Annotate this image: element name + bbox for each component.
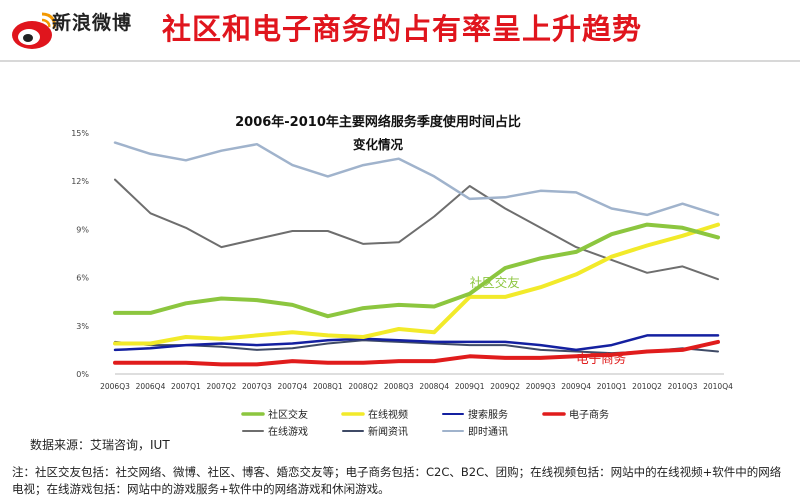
series-line bbox=[113, 222, 720, 319]
x-tick-label: 2006Q3 bbox=[100, 382, 130, 391]
x-tick-label: 2007Q1 bbox=[171, 382, 201, 391]
x-tick-label: 2008Q3 bbox=[384, 382, 414, 391]
data-source: 数据来源：艾瑞咨询，IUT bbox=[30, 438, 170, 452]
x-tick-label: 2009Q1 bbox=[455, 382, 485, 391]
header-divider bbox=[0, 60, 800, 62]
x-tick-label: 2010Q3 bbox=[668, 382, 698, 391]
y-tick-label: 6% bbox=[76, 274, 89, 283]
legend-label: 社区交友 bbox=[268, 408, 308, 421]
x-tick-label: 2008Q2 bbox=[348, 382, 378, 391]
x-tick-label: 2010Q4 bbox=[703, 382, 733, 391]
page-header: 新浪微博 社区和电子商务的占有率呈上升趋势 bbox=[0, 0, 800, 62]
y-tick-label: 12% bbox=[71, 177, 89, 186]
y-tick-label: 0% bbox=[76, 370, 89, 379]
x-tick-label: 2007Q3 bbox=[242, 382, 272, 391]
x-tick-label: 2006Q4 bbox=[136, 382, 166, 391]
y-tick-label: 9% bbox=[76, 225, 89, 234]
x-tick-label: 2008Q1 bbox=[313, 382, 343, 391]
series-line bbox=[113, 339, 720, 367]
series-line bbox=[113, 141, 720, 217]
legend-label: 即时通讯 bbox=[468, 426, 508, 438]
chart-subtitle: 变化情况 bbox=[353, 137, 404, 152]
series-annotation: 电子商务 bbox=[576, 351, 626, 366]
x-tick-label: 2008Q4 bbox=[419, 382, 449, 391]
legend-label: 在线视频 bbox=[368, 408, 408, 421]
series-line bbox=[113, 222, 720, 346]
series-annotation: 社区交友 bbox=[470, 275, 520, 290]
x-tick-label: 2009Q3 bbox=[526, 382, 556, 391]
footnote: 注：社区交友包括：社交网络、微博、社区、博客、婚恋交友等；电子商务包括：C2C、… bbox=[12, 465, 782, 496]
weibo-eye-icon bbox=[12, 12, 56, 49]
legend-label: 搜索服务 bbox=[468, 408, 508, 421]
x-tick-label: 2009Q2 bbox=[490, 382, 520, 391]
chart-title: 2006年-2010年主要网络服务季度使用时间占比 bbox=[235, 114, 521, 130]
logo-text: 新浪微博 bbox=[52, 12, 133, 34]
x-tick-label: 2010Q2 bbox=[632, 382, 662, 391]
legend-label: 电子商务 bbox=[569, 408, 609, 421]
series-line bbox=[113, 334, 720, 352]
y-tick-label: 3% bbox=[76, 322, 89, 331]
x-tick-label: 2007Q2 bbox=[207, 382, 237, 391]
legend-label: 新闻资讯 bbox=[368, 425, 408, 438]
page-title: 社区和电子商务的占有率呈上升趋势 bbox=[162, 12, 643, 46]
y-tick-label: 15% bbox=[71, 129, 89, 138]
x-tick-label: 2009Q4 bbox=[561, 382, 591, 391]
legend-label: 在线游戏 bbox=[268, 425, 308, 438]
x-tick-label: 2007Q4 bbox=[277, 382, 307, 391]
x-tick-label: 2010Q1 bbox=[597, 382, 627, 391]
series-line bbox=[114, 178, 719, 281]
